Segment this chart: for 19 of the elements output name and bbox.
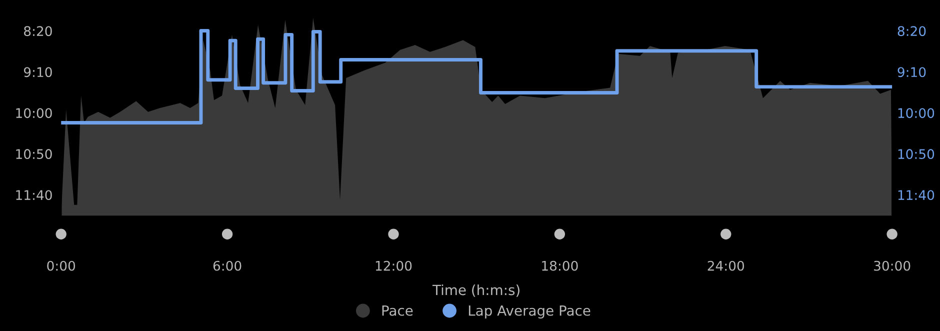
x-tick-label: 12:00	[376, 260, 412, 271]
x-tick-label: 18:00	[542, 260, 578, 271]
x-axis-title: Time (h:m:s)	[432, 284, 520, 297]
y2-tick-label: 10:00	[898, 108, 934, 118]
y2-tick-label: 10:50	[898, 149, 934, 160]
legend-label: Pace	[382, 305, 413, 316]
x-tick-label: 30:00	[874, 260, 910, 271]
x-tick-label: 24:00	[708, 260, 744, 271]
y-tick-label: 10:50	[16, 149, 52, 160]
y-tick-label: 11:40	[16, 190, 52, 200]
y2-tick-label: 11:40	[898, 190, 934, 200]
legend-label: Lap Average Pace	[468, 305, 590, 318]
x-tick-label: 6:00	[213, 260, 242, 271]
y-tick-label: 10:00	[16, 108, 52, 118]
y-tick-label: 9:10	[24, 67, 52, 78]
x-tick-label: 0:00	[47, 260, 76, 271]
y-tick-label: 8:20	[24, 26, 52, 36]
y2-tick-label: 8:20	[898, 26, 926, 36]
y2-tick-label: 9:10	[898, 67, 926, 78]
